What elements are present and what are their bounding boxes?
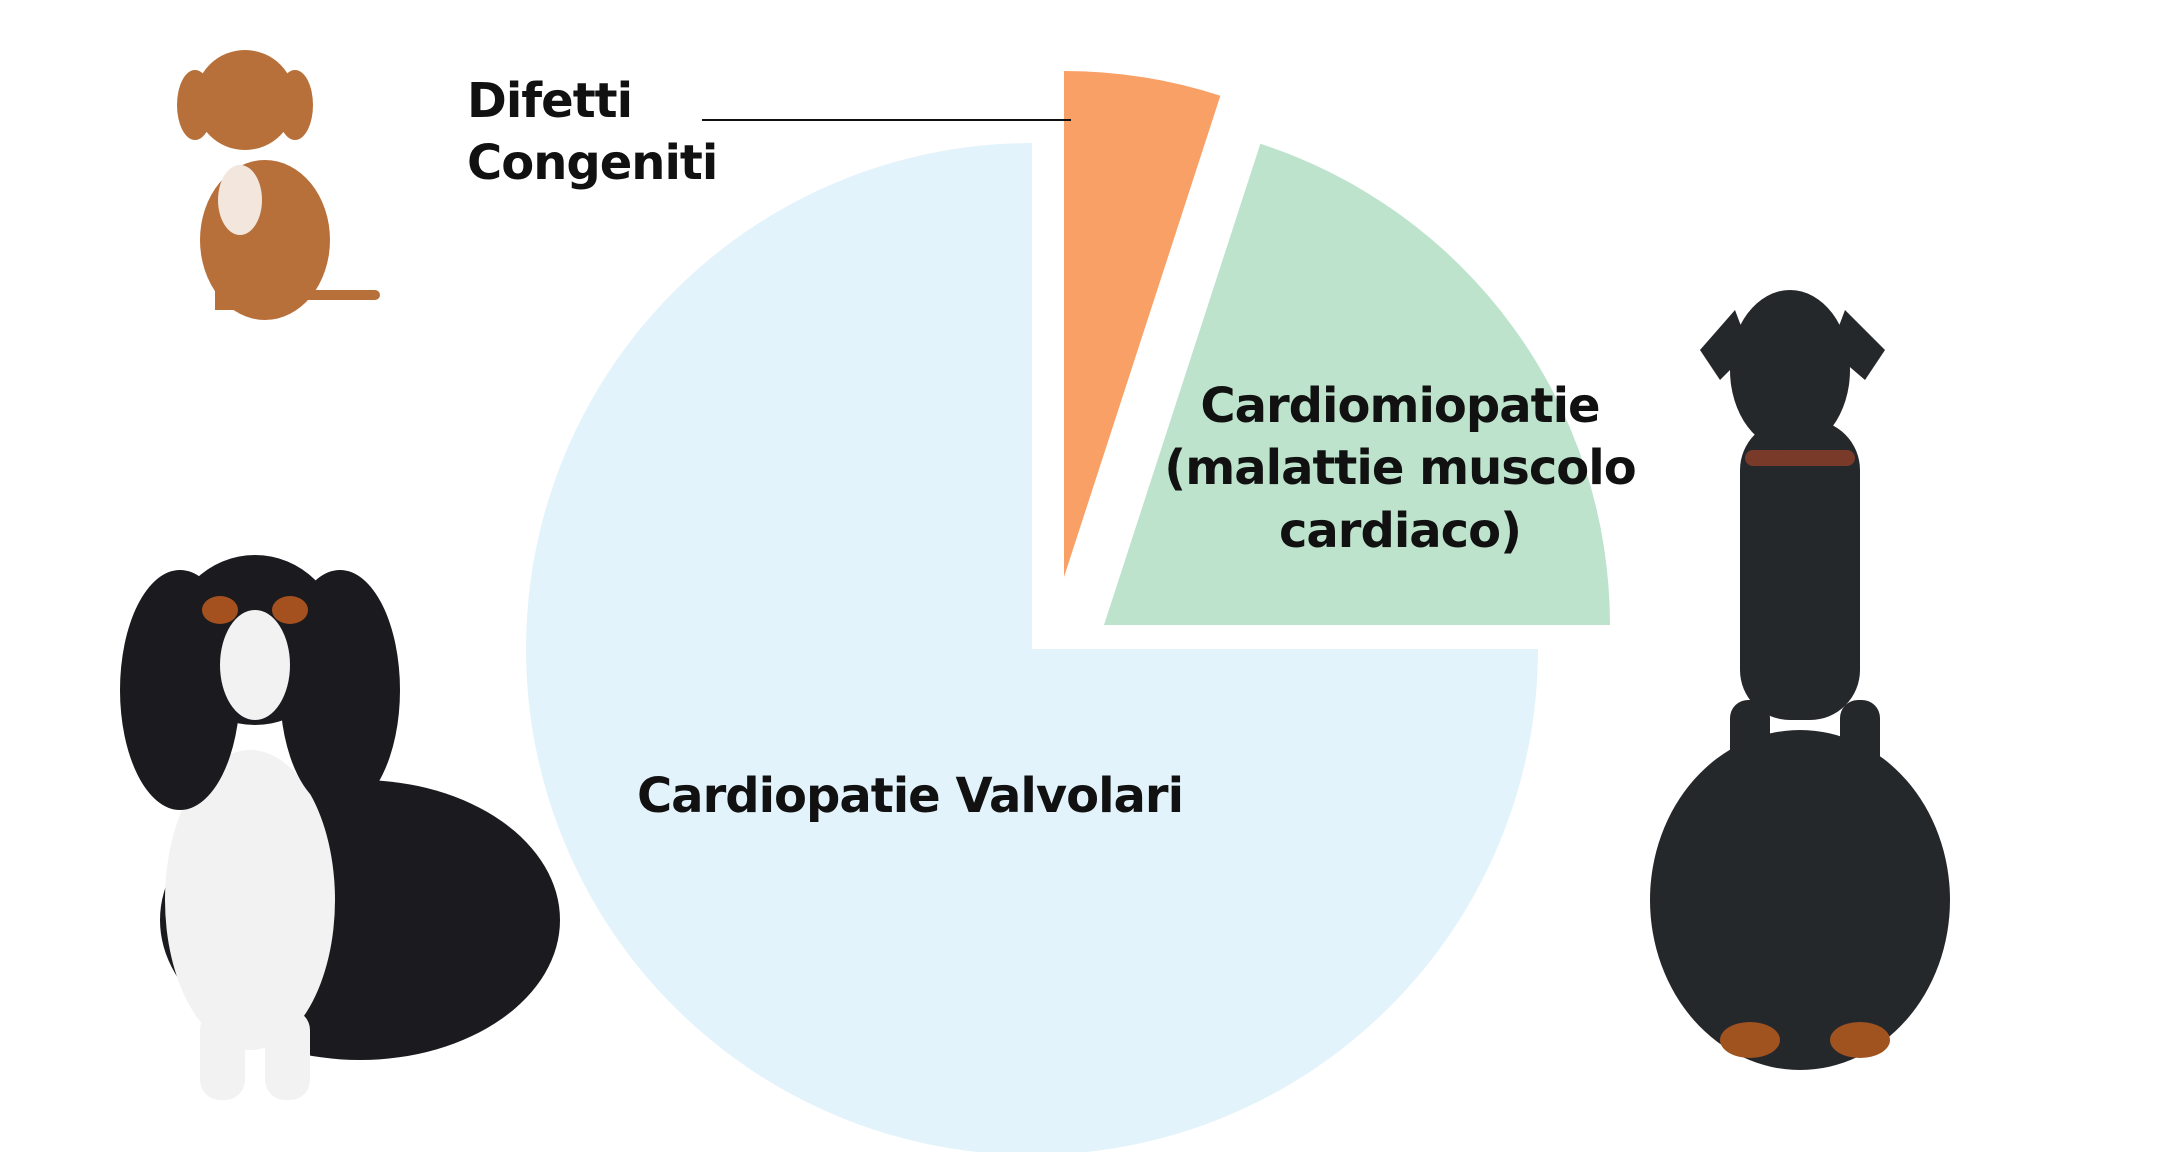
pie-slice — [1064, 71, 1221, 577]
pie-slice — [526, 143, 1538, 1152]
slice-label: Cardiomiopatie (malattie muscolo cardiac… — [1164, 378, 1636, 559]
dog-doberman — [1650, 290, 1950, 1070]
dog-puppy — [177, 50, 380, 320]
pie-slice — [1104, 143, 1610, 626]
slice-label: Difetti Congeniti — [467, 73, 718, 192]
dog-cavalier — [120, 555, 560, 1100]
slice-label: Cardiopatie Valvolari — [636, 768, 1184, 824]
